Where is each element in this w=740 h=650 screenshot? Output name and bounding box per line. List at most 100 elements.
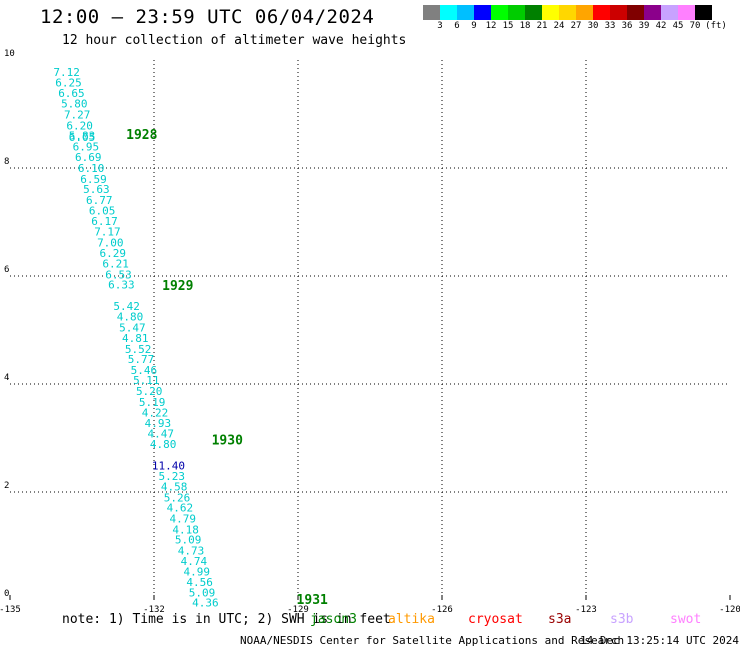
wave-height-value: 5.26	[164, 491, 191, 504]
wave-height-value: 6.05	[89, 205, 116, 218]
mission-legend-item: s3a	[548, 612, 572, 627]
units-note: note: 1) Time is in UTC; 2) SWH is in fe…	[62, 612, 391, 627]
wave-height-value: 6.05	[69, 131, 96, 144]
mission-legend-item: s3b	[610, 612, 634, 627]
wave-height-value: 4.74	[181, 555, 208, 568]
wave-height-value: 5.46	[131, 364, 158, 377]
wave-height-value: 4.62	[167, 502, 194, 515]
color-scale-labels: 3 6 9 12 15 18 21 24 27 30 33 36 39 42 45 70 (ft)	[423, 21, 740, 35]
longitude-tick-label: -132	[143, 605, 165, 615]
latitude-tick-label: 10	[4, 49, 15, 59]
wave-height-value: 6.69	[75, 151, 102, 164]
wave-height-value: 6.20	[66, 119, 93, 132]
color-swatch	[593, 5, 610, 20]
wave-height-value: 7.17	[94, 226, 121, 239]
color-swatch	[695, 5, 712, 20]
wave-height-value: 5.42	[113, 300, 140, 313]
wave-height-value: 5.47	[119, 321, 146, 334]
wave-height-value: 6.59	[80, 173, 107, 186]
wave-height-value: 5.19	[139, 396, 166, 409]
color-swatch	[644, 5, 661, 20]
wave-height-value: 4.22	[142, 407, 169, 420]
longitude-tick-label: -129	[287, 605, 309, 615]
mission-legend-item: cryosat	[468, 612, 523, 627]
wave-height-value: 4.93	[145, 417, 172, 430]
longitude-tick-label: -126	[431, 605, 453, 615]
color-scale-label: 9	[471, 21, 477, 31]
wave-height-value: 4.99	[183, 565, 210, 578]
wave-height-value: 4.81	[122, 332, 149, 345]
wave-height-value: 5.09	[175, 534, 202, 547]
color-scale-bar	[423, 5, 712, 20]
track-time-label: 1929	[162, 279, 193, 294]
color-swatch	[610, 5, 627, 20]
wave-height-value: 4.79	[170, 512, 197, 525]
page-subtitle: 12 hour collection of altimeter wave hei…	[62, 33, 407, 48]
color-swatch	[440, 5, 457, 20]
credit-line: NOAA/NESDIS Center for Satellite Applica…	[240, 634, 625, 647]
color-swatch	[542, 5, 559, 20]
latitude-tick-label: 6	[4, 265, 9, 275]
color-swatch	[661, 5, 678, 20]
page-title: 12:00 – 23:59 UTC 06/04/2024	[40, 6, 375, 28]
generation-timestamp: 14 Dec 13:25:14 UTC 2024	[580, 634, 739, 647]
color-scale-label: 27	[570, 21, 582, 31]
color-scale-label: 24	[553, 21, 565, 31]
wave-height-value: 6.29	[99, 247, 126, 260]
wave-height-value: 4.18	[172, 523, 199, 536]
wave-height-value: 5.11	[133, 374, 160, 387]
color-scale-label: 45	[672, 21, 684, 31]
wave-height-value: 6.25	[55, 77, 82, 90]
wave-height-value: 6.17	[91, 215, 118, 228]
mission-legend-item: jason3	[310, 612, 357, 627]
color-swatch	[508, 5, 525, 20]
mission-legend-item: swot	[670, 612, 702, 627]
color-scale-label: 36	[621, 21, 633, 31]
color-swatch	[525, 5, 542, 20]
wave-height-value: 4.36	[192, 597, 219, 610]
wave-height-value: 6.21	[102, 258, 129, 271]
color-swatch	[491, 5, 508, 20]
color-scale-label: 42	[655, 21, 667, 31]
wave-height-value: 4.56	[186, 576, 213, 589]
wave-height-value: 5.23	[159, 470, 186, 483]
color-swatch	[627, 5, 644, 20]
wave-height-value: 5.52	[125, 343, 152, 356]
wave-height-value: 6.95	[73, 140, 100, 153]
wave-height-value: 5.80	[61, 98, 88, 111]
wave-height-value: 6.53	[105, 268, 132, 281]
wave-height-value: 11.40	[152, 460, 185, 473]
wave-height-value: 6.33	[108, 279, 135, 292]
wave-height-value: 7.00	[97, 237, 124, 250]
wave-height-value: 4.47	[147, 428, 174, 441]
color-scale-label: 70	[689, 21, 701, 31]
longitude-tick-label: -120	[719, 605, 740, 615]
latitude-tick-label: 8	[4, 157, 9, 167]
color-swatch	[474, 5, 491, 20]
mission-legend-item: altika	[388, 612, 435, 627]
color-swatch	[576, 5, 593, 20]
wave-height-value: 5.63	[83, 183, 110, 196]
color-swatch	[457, 5, 474, 20]
color-scale-label: (ft)	[705, 21, 727, 31]
color-scale-label: 21	[536, 21, 548, 31]
wave-height-value: 6.10	[78, 162, 105, 175]
wave-height-value: 5.77	[128, 353, 155, 366]
latitude-tick-label: 2	[4, 481, 9, 491]
color-scale-label: 6	[454, 21, 460, 31]
wave-height-value: 5.83	[69, 130, 96, 143]
color-scale-label: 3	[437, 21, 443, 31]
latitude-tick-label: 0	[4, 589, 9, 599]
color-scale-label: 33	[604, 21, 616, 31]
color-scale-label: 18	[519, 21, 531, 31]
wave-height-value: 5.20	[136, 385, 163, 398]
wave-height-value: 5.09	[189, 586, 216, 599]
wave-height-value: 4.73	[178, 544, 205, 557]
wave-height-value: 7.12	[53, 66, 80, 79]
color-scale-label: 15	[502, 21, 514, 31]
longitude-tick-label: -123	[575, 605, 597, 615]
track-time-label: 1928	[126, 128, 157, 143]
color-swatch	[678, 5, 695, 20]
